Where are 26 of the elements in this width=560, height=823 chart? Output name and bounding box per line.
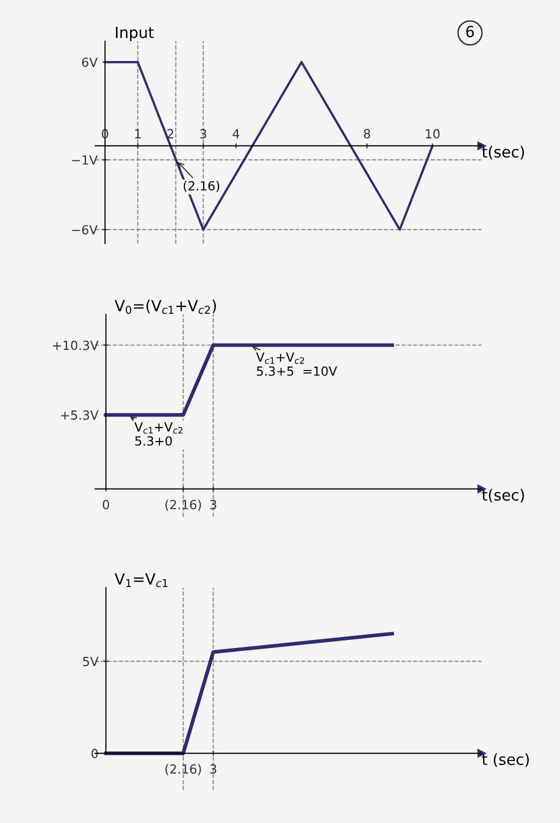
y-tick-label: 5V xyxy=(83,656,99,666)
text: 6 xyxy=(466,26,474,38)
y-tick-label: 6V xyxy=(82,58,98,68)
x-tick-label: 3 xyxy=(210,764,216,774)
x-tick-label: 8 xyxy=(364,129,370,139)
x-axis-title: t(sec) xyxy=(482,146,524,160)
x-axis-title: t (sec) xyxy=(482,753,529,767)
x-tick-label: 1 xyxy=(135,129,141,138)
x-tick-label: 4 xyxy=(232,129,240,138)
y-axis-title: V$_{0}$=(V$_{c1}$+V$_{c2}$) xyxy=(114,300,216,314)
y-tick-label: 0 xyxy=(92,748,98,758)
annotation: (2.16) xyxy=(184,180,220,192)
x-tick-label: 0 xyxy=(102,500,110,510)
x-tick-label: (2.16) xyxy=(165,500,201,511)
y-axis-title: Input xyxy=(116,26,154,42)
annotation: V$_{c1}$+V$_{c2}$ 5.3+0 xyxy=(134,422,182,446)
y-tick-label: −6V xyxy=(72,225,98,235)
annotation: V$_{c1}$+V$_{c2}$ 5.3+5 =10V xyxy=(256,352,338,376)
x-tick-label: 3 xyxy=(200,129,206,139)
x-tick-label: 10 xyxy=(426,129,440,139)
y-axis-title: V$_{1}$=V$_{c1}$ xyxy=(114,573,168,588)
x-tick-label: 3 xyxy=(210,500,216,510)
y-tick-label: −1V xyxy=(72,155,98,165)
y-tick-label: +10.3V xyxy=(53,340,99,350)
x-axis-title: t(sec) xyxy=(482,488,524,503)
y-tick-label: +5.3V xyxy=(61,410,99,420)
